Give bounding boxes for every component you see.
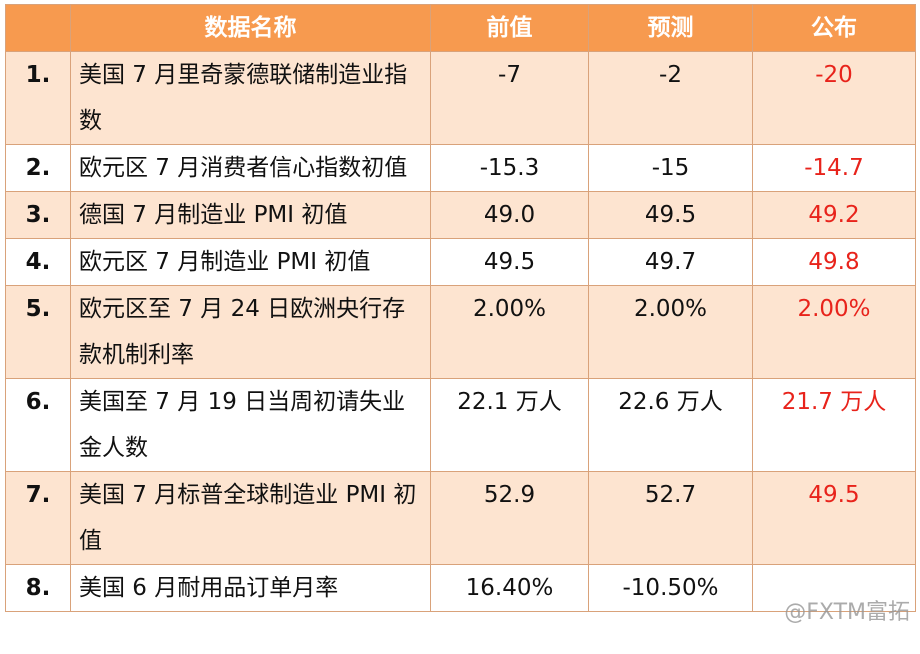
indicator-name: 美国 6 月耐用品订单月率	[70, 564, 431, 612]
indicator-name: 欧元区 7 月制造业 PMI 初值	[70, 238, 431, 286]
table-row: 7. 美国 7 月标普全球制造业 PMI 初值 52.9 52.7 49.5	[5, 471, 916, 565]
actual-value: -14.7	[752, 144, 916, 192]
indicator-name: 美国 7 月标普全球制造业 PMI 初值	[70, 471, 431, 565]
row-number: 6.	[5, 378, 71, 472]
row-number: 4.	[5, 238, 71, 286]
indicator-name: 美国至 7 月 19 日当周初请失业金人数	[70, 378, 431, 472]
previous-value: -7	[430, 51, 589, 145]
forecast-value: -15	[588, 144, 753, 192]
table-row: 2. 欧元区 7 月消费者信心指数初值 -15.3 -15 -14.7	[5, 144, 916, 192]
table-row: 1. 美国 7 月里奇蒙德联储制造业指数 -7 -2 -20	[5, 51, 916, 145]
table-row: 6. 美国至 7 月 19 日当周初请失业金人数 22.1 万人 22.6 万人 21.…	[5, 378, 916, 472]
actual-value: 21.7 万人	[752, 378, 916, 472]
actual-value: 49.8	[752, 238, 916, 286]
table-row: 4. 欧元区 7 月制造业 PMI 初值 49.5 49.7 49.8	[5, 238, 916, 286]
table-body: 1. 美国 7 月里奇蒙德联储制造业指数 -7 -2 -20 2. 欧元区 7 月消费者信心…	[5, 51, 916, 612]
forecast-value: 22.6 万人	[588, 378, 753, 472]
actual-value: 49.2	[752, 191, 916, 239]
row-number: 8.	[5, 564, 71, 612]
forecast-value: 49.7	[588, 238, 753, 286]
table-row: 3. 德国 7 月制造业 PMI 初值 49.0 49.5 49.2	[5, 191, 916, 239]
header-cell: 数据名称	[70, 4, 431, 52]
header-cell: 预测	[588, 4, 753, 52]
forecast-value: 49.5	[588, 191, 753, 239]
previous-value: 22.1 万人	[430, 378, 589, 472]
actual-value: 2.00%	[752, 285, 916, 379]
header-cell: 前值	[430, 4, 589, 52]
indicator-name: 欧元区至 7 月 24 日欧洲央行存款机制利率	[70, 285, 431, 379]
actual-value: -20	[752, 51, 916, 145]
previous-value: 2.00%	[430, 285, 589, 379]
forecast-value: -10.50%	[588, 564, 753, 612]
table-row: 8. 美国 6 月耐用品订单月率 16.40% -10.50%	[5, 564, 916, 612]
actual-value	[752, 564, 916, 612]
previous-value: -15.3	[430, 144, 589, 192]
indicator-name: 欧元区 7 月消费者信心指数初值	[70, 144, 431, 192]
row-number: 3.	[5, 191, 71, 239]
row-number: 2.	[5, 144, 71, 192]
header-cell	[5, 4, 71, 52]
previous-value: 49.0	[430, 191, 589, 239]
forecast-value: -2	[588, 51, 753, 145]
header-cell: 公布	[752, 4, 916, 52]
previous-value: 16.40%	[430, 564, 589, 612]
header-row: 数据名称 前值 预测 公布	[5, 4, 916, 52]
row-number: 1.	[5, 51, 71, 145]
table-row: 5. 欧元区至 7 月 24 日欧洲央行存款机制利率 2.00% 2.00% 2.00%	[5, 285, 916, 379]
row-number: 7.	[5, 471, 71, 565]
actual-value: 49.5	[752, 471, 916, 565]
previous-value: 52.9	[430, 471, 589, 565]
indicator-name: 美国 7 月里奇蒙德联储制造业指数	[70, 51, 431, 145]
forecast-value: 2.00%	[588, 285, 753, 379]
row-number: 5.	[5, 285, 71, 379]
watermark: @FXTM富拓	[784, 600, 910, 625]
indicator-name: 德国 7 月制造业 PMI 初值	[70, 191, 431, 239]
forecast-value: 52.7	[588, 471, 753, 565]
previous-value: 49.5	[430, 238, 589, 286]
data-table: 数据名称 前值 预测 公布 1. 美国 7 月里奇蒙德联储制造业指数 -7 -2 -20…	[5, 4, 916, 612]
